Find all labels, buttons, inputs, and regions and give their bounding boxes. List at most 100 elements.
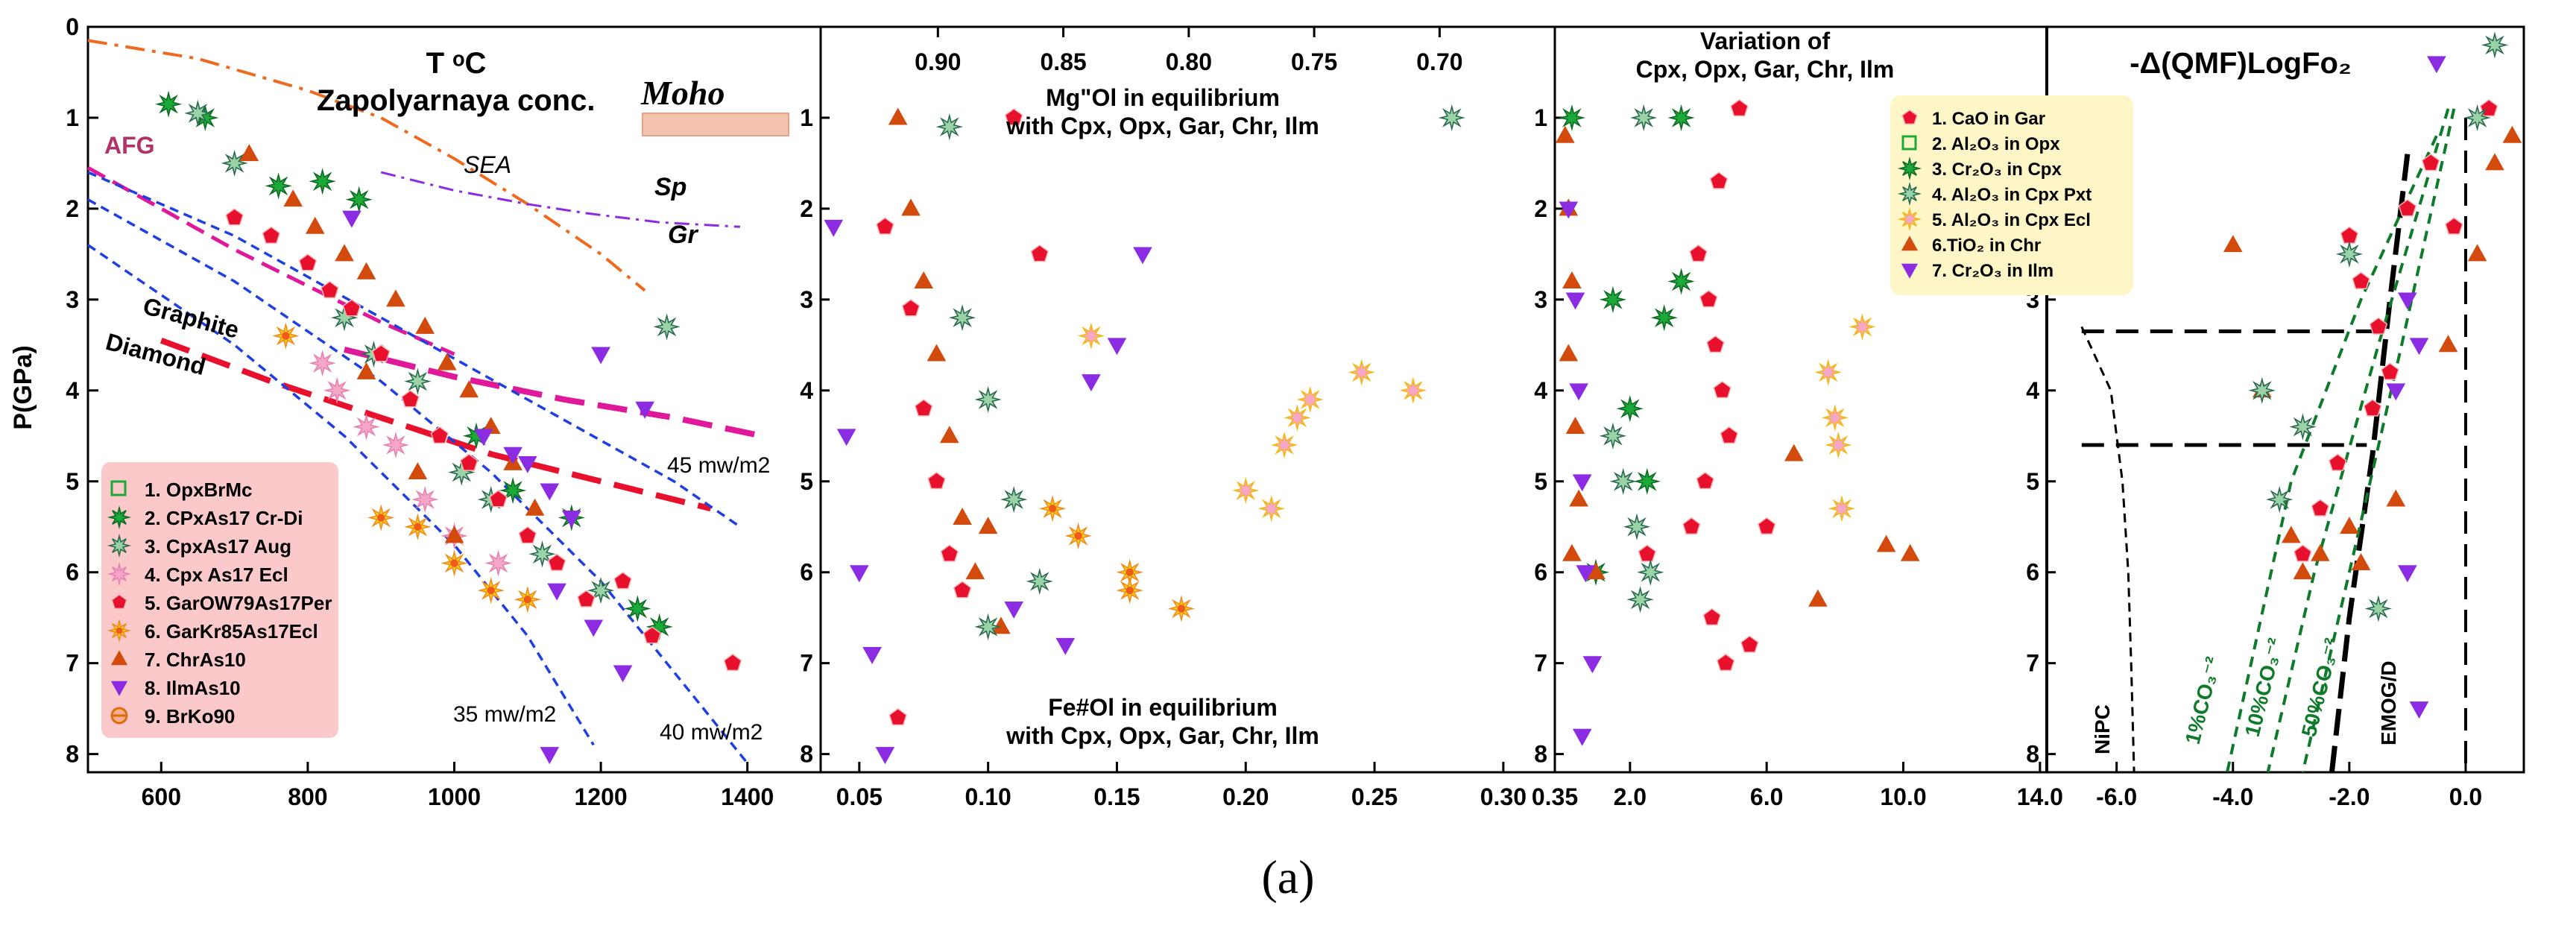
- p2-point: [888, 707, 907, 726]
- p4-point: [2398, 565, 2417, 583]
- p4-point: [2467, 244, 2487, 262]
- p2-point: [901, 299, 921, 317]
- p2-y-tick-label: 8: [800, 741, 813, 768]
- p3-point: [1849, 313, 1876, 341]
- p3-point: [1730, 98, 1749, 117]
- legend-purple-down-triangle-icon: [110, 681, 128, 696]
- p2-point: [940, 544, 959, 562]
- p1-point: [653, 313, 681, 341]
- p3-point: [1633, 467, 1661, 495]
- p1-point: [221, 149, 248, 177]
- p3-point: [1572, 728, 1592, 746]
- p1-point: [635, 401, 654, 419]
- geotherm-45-label: 45 mw/m2: [667, 453, 770, 478]
- p3-point: [1565, 417, 1585, 435]
- p1-x-tick-label: 1000: [428, 783, 481, 810]
- legend-open-square-icon: [110, 480, 127, 496]
- p4-point: [2223, 235, 2243, 253]
- p1-point: [473, 429, 493, 447]
- p1-y-tick-label: 0: [66, 13, 79, 40]
- p3-point: [1616, 395, 1644, 423]
- sea-curve: [87, 39, 646, 292]
- p3-point: [1876, 534, 1896, 552]
- p3-x-tick-label: 14.0: [2017, 783, 2063, 810]
- p1-point: [323, 376, 351, 404]
- p3-x-tick-label: 10.0: [1880, 783, 1926, 810]
- p1-point: [335, 244, 354, 262]
- p2-point: [1167, 595, 1196, 622]
- p4-y-tick-label: 6: [2026, 559, 2039, 586]
- points-layer: [154, 31, 2522, 765]
- p3-point: [1569, 489, 1588, 507]
- p1-point: [404, 367, 432, 395]
- p3-y-tick-label: 4: [1534, 377, 1547, 404]
- p4-point: [2328, 453, 2347, 471]
- p1-y-tick-label: 8: [66, 741, 79, 768]
- p4-point: [2351, 553, 2371, 570]
- p2-point: [927, 471, 946, 490]
- p2-point: [1399, 376, 1427, 404]
- p1-point: [577, 590, 596, 608]
- p3-point: [1562, 271, 1582, 288]
- p2-point: [965, 562, 985, 580]
- p4-point: [2386, 489, 2406, 507]
- p2-point: [1055, 637, 1076, 655]
- p1-point: [584, 619, 604, 637]
- p2-point: [1284, 404, 1311, 432]
- p1-point: [540, 483, 560, 501]
- p2-point: [1107, 338, 1127, 356]
- p2-bottom-title-2: with Cpx, Opx, Gar, Chr, Ilm: [1006, 722, 1319, 749]
- p3-y-tick-label: 7: [1534, 650, 1547, 677]
- p4-point: [2438, 335, 2458, 353]
- afg-curve: [86, 165, 455, 356]
- p4-point: [2294, 544, 2312, 562]
- p2-point: [953, 508, 972, 525]
- p3-point: [1821, 404, 1849, 432]
- p3-point: [1706, 335, 1725, 353]
- sp-label: Sp: [654, 173, 686, 201]
- p2-point: [888, 107, 908, 125]
- p3-point: [1609, 467, 1637, 495]
- p3-y-tick-label: 6: [1534, 559, 1547, 586]
- p1-point: [525, 498, 545, 516]
- legend-aug-star-icon: [1897, 181, 1922, 206]
- co10-curve: [2266, 108, 2450, 773]
- p2-point: [914, 399, 933, 417]
- p1-point: [305, 216, 325, 234]
- p2-point: [1348, 359, 1375, 386]
- p1-point: [441, 549, 468, 577]
- p4-point: [2311, 499, 2330, 517]
- p1-legend: 1. OpxBrMc 2. CPxAs17 Cr-Di 3. CpxAs17 A…: [101, 462, 338, 738]
- p4-point: [2340, 517, 2359, 534]
- p1-point: [499, 476, 527, 505]
- p1-point: [367, 504, 395, 531]
- p1-legend-item-4: 4. Cpx As17 Ecl: [145, 564, 288, 586]
- p1-point: [408, 462, 428, 480]
- p2-top-tick-label: 0.80: [1166, 48, 1212, 75]
- legend-green-star-icon: [107, 505, 132, 530]
- p1-point: [415, 316, 435, 334]
- p3-point: [1576, 565, 1596, 583]
- p3-point: [1559, 201, 1579, 219]
- p1-point: [547, 553, 566, 571]
- p3-point: [1696, 471, 1714, 490]
- p4-point: [2427, 56, 2446, 74]
- p4-point: [2398, 198, 2417, 217]
- p2-point: [876, 217, 894, 235]
- p4-point: [2409, 701, 2429, 719]
- p2-top-tick-label: 0.75: [1291, 48, 1337, 75]
- p2-point: [1000, 485, 1028, 514]
- p4-point: [2293, 562, 2313, 580]
- p2-point: [1082, 374, 1101, 392]
- p1-y-tick-label: 2: [66, 195, 79, 222]
- p1-point: [591, 347, 610, 365]
- p3-y-tick-label: 3: [1534, 286, 1547, 313]
- geotherm-40-curve: [87, 198, 749, 764]
- p3-title-2: Cpx, Opx, Gar, Chr, Ilm: [1636, 56, 1895, 83]
- p2-point: [1030, 244, 1049, 262]
- p4-y-tick-label: 8: [2026, 741, 2039, 768]
- p1-point: [514, 586, 541, 613]
- p1-legend-item-3: 3. CpxAs17 Aug: [145, 535, 291, 558]
- p2-point: [935, 113, 963, 141]
- p4-point: [2266, 485, 2294, 514]
